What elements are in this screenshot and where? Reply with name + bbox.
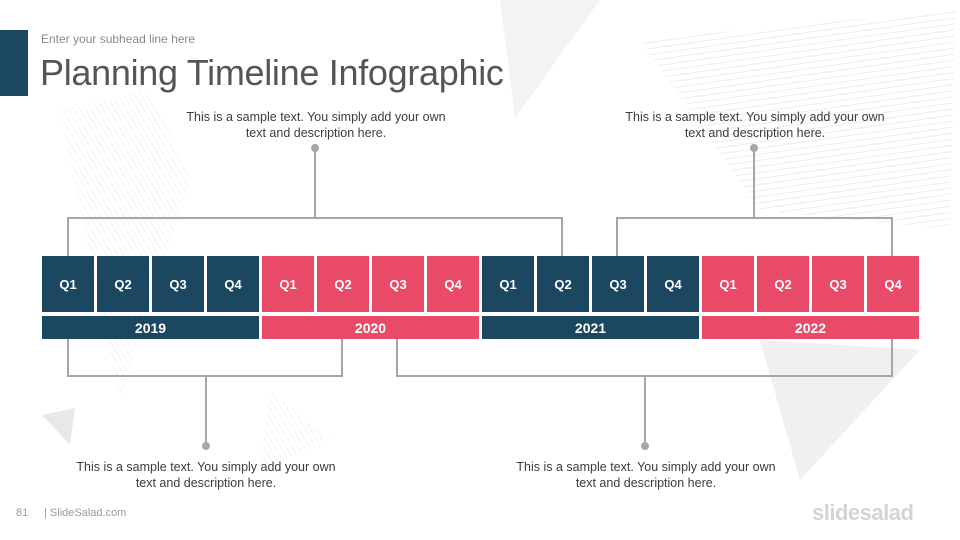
quarter-box: Q2 [317,256,369,312]
quarter-box: Q4 [427,256,479,312]
callout-bottom-left: This is a sample text. You simply add yo… [76,460,336,490]
callout-bottom-right: This is a sample text. You simply add yo… [516,460,776,490]
quarter-box: Q3 [592,256,644,312]
quarter-box: Q4 [867,256,919,312]
quarter-box: Q4 [647,256,699,312]
page-number: 81 [16,507,29,519]
triangle-small-left [42,408,75,445]
bracket-top-left [67,217,563,256]
page-title: Planning Timeline Infographic [40,52,504,93]
quarter-box: Q3 [812,256,864,312]
quarter-box: Q3 [372,256,424,312]
bracket-bottom-right [396,339,893,377]
callout-top-right: This is a sample text. You simply add yo… [625,110,885,140]
subhead: Enter your subhead line here [41,32,196,46]
quarter-box: Q1 [702,256,754,312]
quarter-box: Q3 [152,256,204,312]
accent-bar [0,30,28,96]
striped-shape-left [60,90,190,400]
footer-site-link[interactable]: | SlideSalad.com [44,507,127,519]
year-bar-2021: 2021 [482,316,699,339]
connector-dot-bottom-right [641,442,649,450]
bracket-top-right [616,217,893,256]
quarter-box: Q1 [262,256,314,312]
year-bar-2022: 2022 [702,316,919,339]
connector-lines [67,148,893,446]
quarter-box: Q1 [42,256,94,312]
year-bar-2019: 2019 [42,316,259,339]
connector-dot-bottom-left [202,442,210,450]
quarter-box: Q4 [207,256,259,312]
year-bar-2020: 2020 [262,316,479,339]
connector-dot-top-right [750,144,758,152]
connector-dot-top-left [311,144,319,152]
striped-triangle-bottom [260,390,330,470]
quarter-box: Q1 [482,256,534,312]
callout-top-left: This is a sample text. You simply add yo… [186,110,446,140]
quarter-box: Q2 [757,256,809,312]
striped-shape-top-right [640,10,955,230]
bracket-bottom-left [67,339,343,377]
quarter-box: Q2 [97,256,149,312]
quarter-box: Q2 [537,256,589,312]
brand-logo: slidesalad [812,500,914,525]
triangle-top [500,0,600,118]
